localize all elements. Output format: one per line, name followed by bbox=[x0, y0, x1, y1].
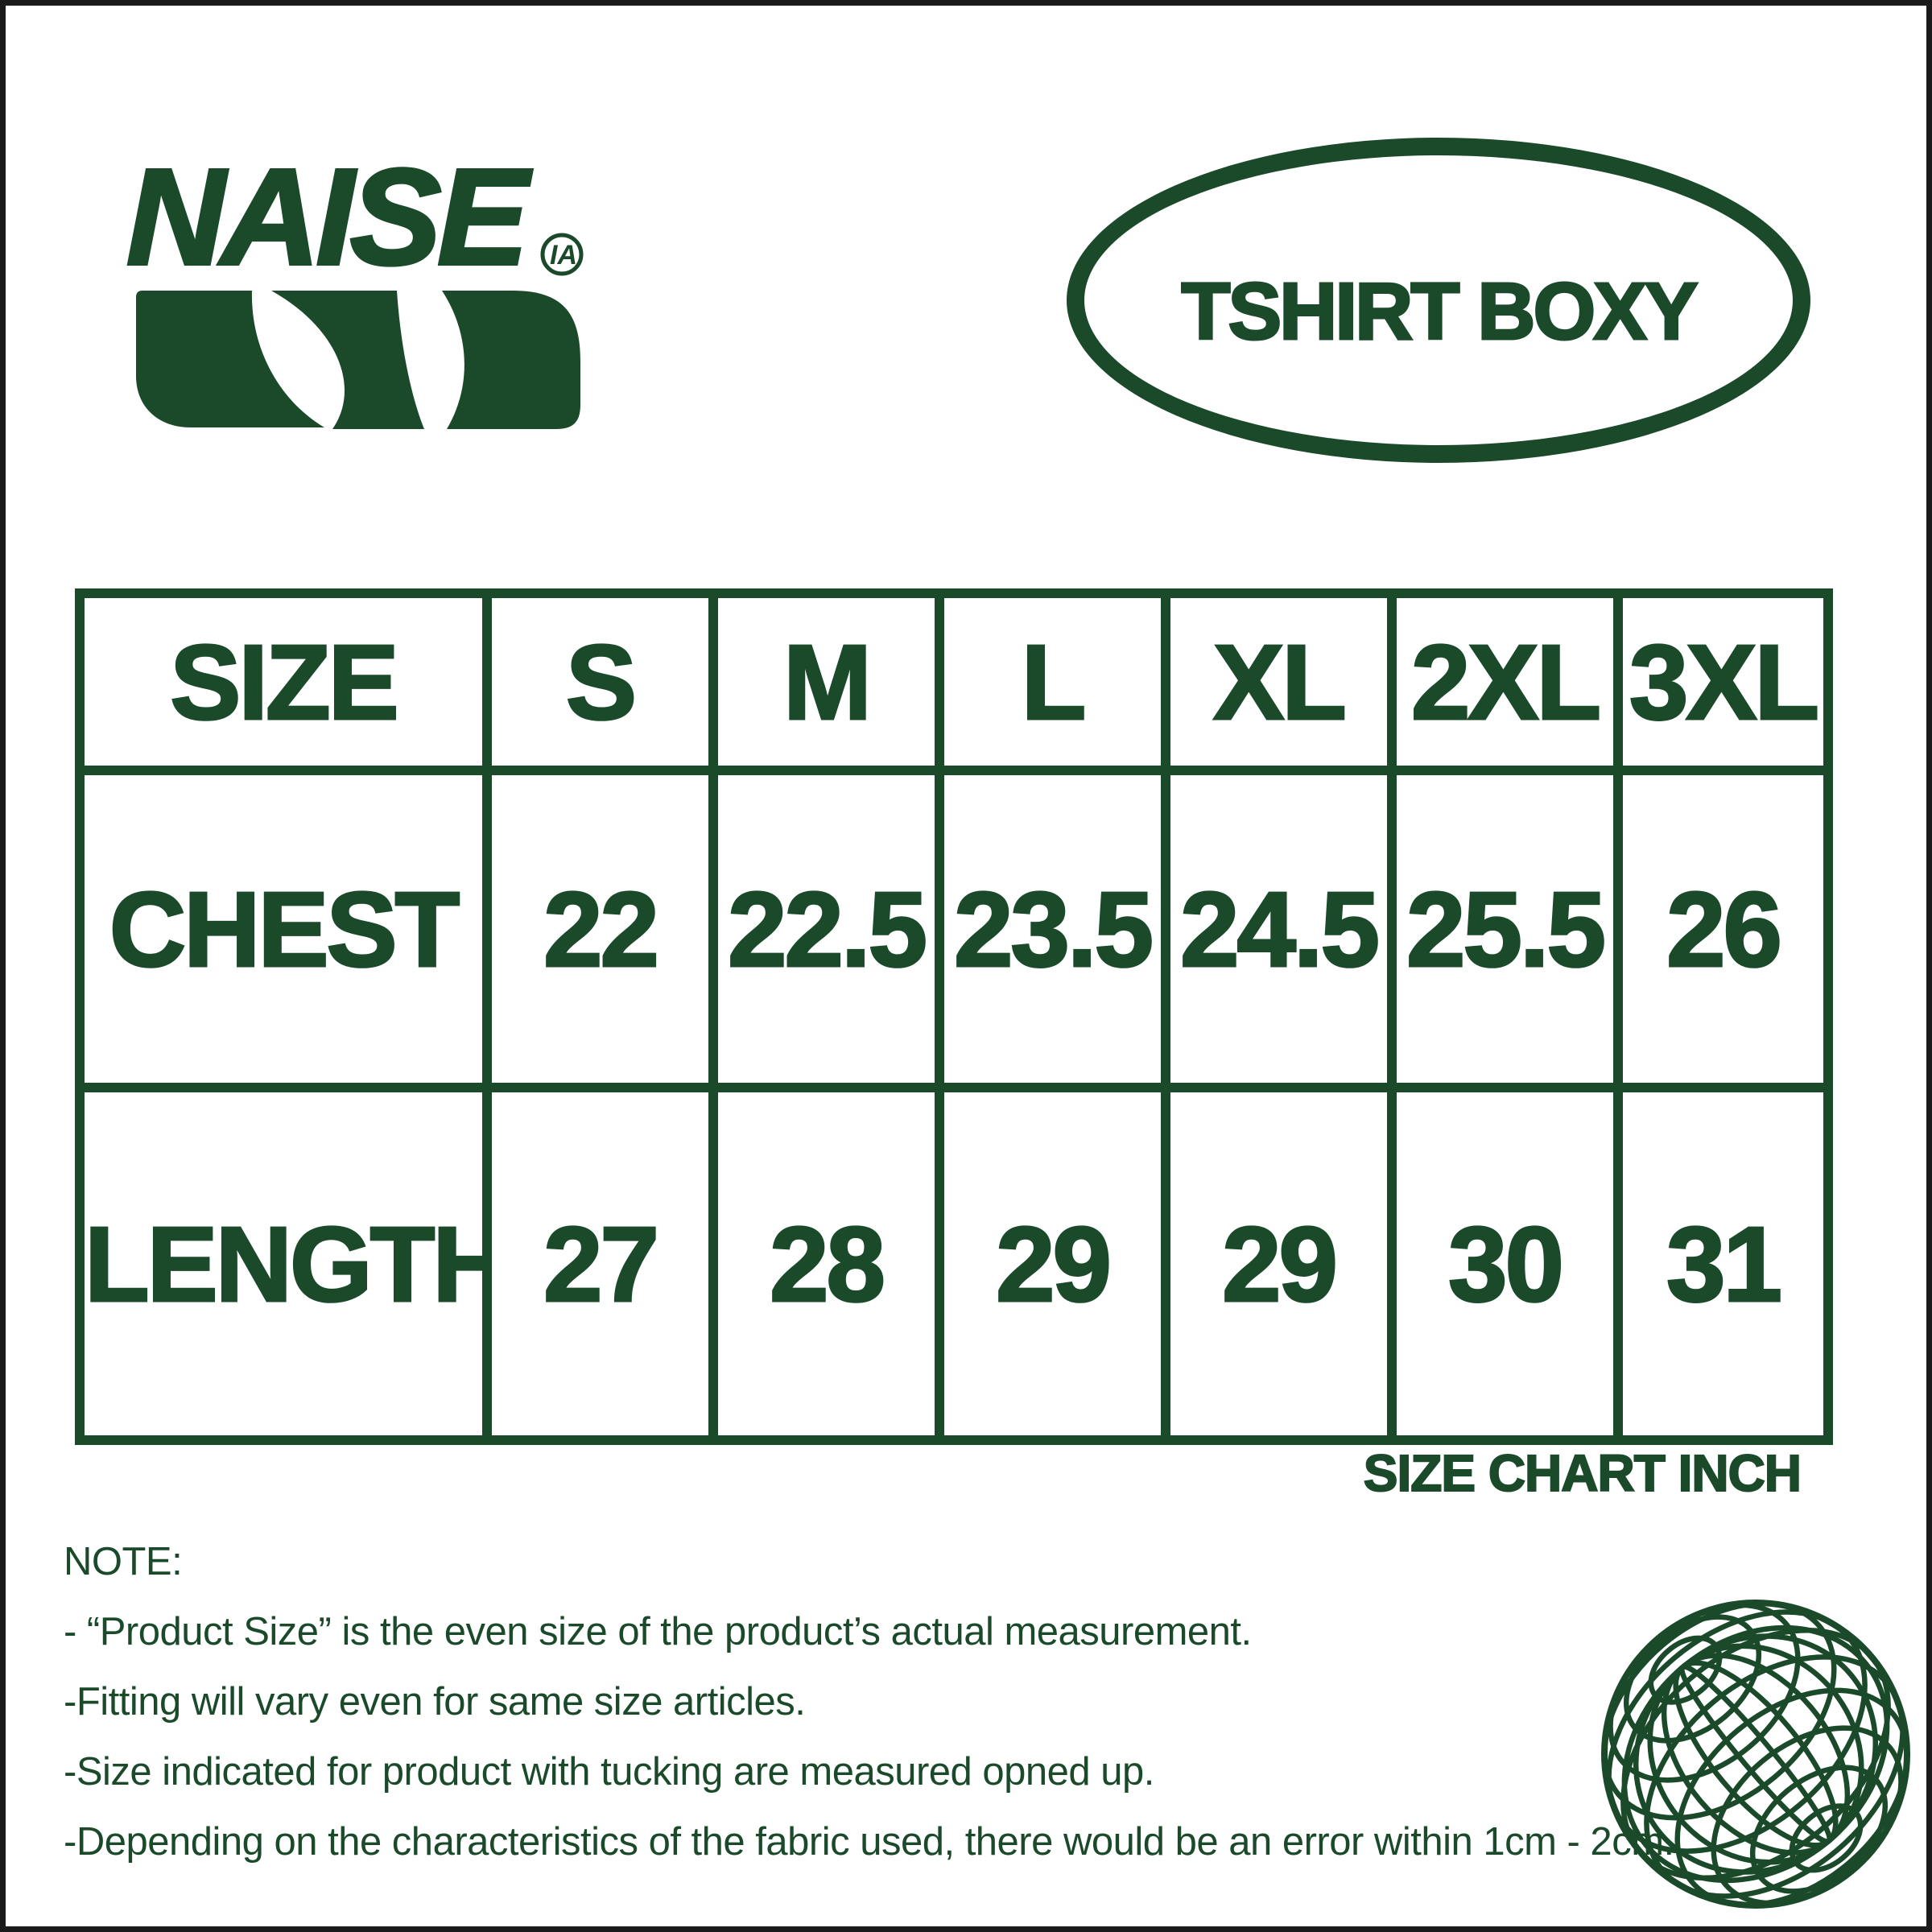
table-row-length: LENGTH 27 28 29 29 30 31 bbox=[75, 1083, 1833, 1445]
column-header: 2XL bbox=[1387, 588, 1623, 775]
note-line: -Size indicated for product with tucking… bbox=[64, 1750, 1154, 1794]
notes-section: NOTE: - “Product Size” is the even size … bbox=[64, 1527, 1674, 1877]
cell-value: 28 bbox=[708, 1083, 944, 1445]
leaf-swoosh-icon bbox=[136, 291, 580, 429]
row-label: CHEST bbox=[75, 766, 492, 1092]
column-header: 3XL bbox=[1613, 588, 1833, 775]
size-chart-caption: SIZE CHART INCH bbox=[1363, 1443, 1802, 1503]
svg-text:IA: IA bbox=[550, 240, 577, 270]
column-header: S bbox=[482, 588, 718, 775]
table-row-chest: CHEST 22 22.5 23.5 24.5 25.5 26 bbox=[75, 766, 1833, 1092]
cell-value: 25.5 bbox=[1387, 766, 1623, 1092]
cell-value: 26 bbox=[1613, 766, 1833, 1092]
note-line: -Fitting will vary even for same size ar… bbox=[64, 1680, 806, 1724]
cell-value: 22 bbox=[482, 766, 718, 1092]
cell-value: 23.5 bbox=[935, 766, 1170, 1092]
trademark-icon: IA bbox=[540, 233, 584, 276]
cell-value: 31 bbox=[1613, 1083, 1833, 1445]
note-line: -Depending on the characteristics of the… bbox=[64, 1820, 1674, 1864]
size-chart-table: SIZE S M L XL 2XL 3XL CHEST 22 22.5 23.5… bbox=[75, 588, 1833, 1445]
cell-value: 24.5 bbox=[1161, 766, 1397, 1092]
column-header: XL bbox=[1161, 588, 1397, 775]
column-header: M bbox=[708, 588, 944, 775]
cell-value: 30 bbox=[1387, 1083, 1623, 1445]
notes-title: NOTE: bbox=[64, 1540, 183, 1583]
row-label: LENGTH bbox=[75, 1083, 492, 1445]
cell-value: 22.5 bbox=[708, 766, 944, 1092]
note-line: - “Product Size” is the even size of the… bbox=[64, 1610, 1252, 1653]
cell-value: 29 bbox=[935, 1083, 1170, 1445]
globe-icon bbox=[1601, 1600, 1910, 1909]
badge-label: TSHIRT BOXY bbox=[1180, 265, 1699, 357]
header-row: SIZE S M L XL 2XL 3XL bbox=[75, 588, 1833, 775]
brand-wordmark: NAISE bbox=[125, 141, 530, 294]
column-header-size: SIZE bbox=[75, 588, 492, 775]
product-badge: TSHIRT BOXY bbox=[1067, 138, 1810, 463]
column-header: L bbox=[935, 588, 1170, 775]
cell-value: 29 bbox=[1161, 1083, 1397, 1445]
cell-value: 27 bbox=[482, 1083, 718, 1445]
